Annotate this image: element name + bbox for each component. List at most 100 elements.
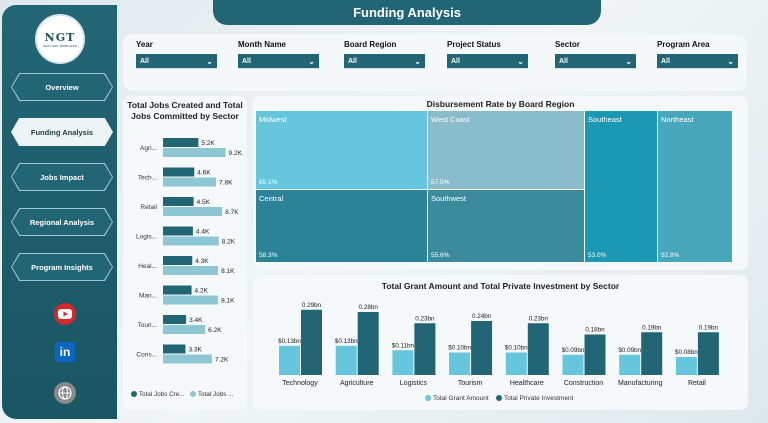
private-bar[interactable] — [471, 321, 493, 375]
treemap-cell-name: West Coast — [431, 115, 470, 124]
jobs-created-bar[interactable] — [163, 315, 187, 324]
treemap-cell-west-coast[interactable]: West Coast 57.5% — [428, 111, 584, 189]
filter-label: Project Status — [447, 40, 501, 49]
jobs-created-label: 4.4K — [196, 229, 210, 236]
filter-value: All — [559, 57, 568, 65]
treemap-cell-southwest[interactable]: Southwest 55.6% — [428, 190, 584, 262]
nav-item-label: Regional Analysis — [12, 209, 112, 235]
treemap-cell-name: Midwest — [259, 115, 287, 124]
grant-bar-label: $0.13bn — [335, 338, 358, 345]
private-bar[interactable] — [527, 323, 549, 375]
grant-bar-label: $0.13bn — [278, 338, 301, 345]
private-bar[interactable] — [584, 334, 606, 376]
jobs-committed-label: 8.7K — [225, 209, 239, 216]
nav-item-regional-analysis[interactable]: Regional Analysis — [11, 208, 113, 236]
nav-item-label: Program Insights — [12, 254, 112, 280]
logo-tagline: NEXT GEN TEMPLATES — [43, 43, 77, 48]
grant-bar[interactable] — [449, 352, 471, 376]
grant-bar[interactable] — [392, 350, 414, 375]
filter-month-name: Month Name All ⌄ — [238, 40, 319, 69]
jobs-committed-bar[interactable] — [163, 236, 219, 246]
treemap-cell-midwest[interactable]: Midwest 65.1% — [256, 111, 427, 189]
grant-tick-label: Manufacturing — [618, 380, 662, 387]
jobs-committed-bar[interactable] — [163, 148, 226, 157]
jobs-created-bar[interactable] — [163, 138, 199, 147]
private-bar[interactable] — [641, 332, 663, 375]
filter-dropdown[interactable]: All ⌄ — [344, 54, 425, 69]
legend-private-label: Total Private Investment — [504, 395, 574, 402]
jobs-committed-bar[interactable] — [163, 354, 212, 364]
jobs-created-bar[interactable] — [163, 167, 195, 177]
grant-bar[interactable] — [505, 352, 527, 376]
jobs-committed-bar[interactable] — [163, 207, 223, 216]
filter-value: All — [451, 57, 460, 65]
jobs-tick-label: Man... — [139, 293, 157, 300]
private-bar-label: 0.29bn — [302, 302, 322, 309]
jobs-committed-bar[interactable] — [163, 325, 206, 334]
treemap-cell-value: 55.6% — [431, 252, 450, 259]
private-bar[interactable] — [414, 323, 436, 375]
nav-item-label: Jobs Impact — [12, 164, 112, 190]
legend-committed-label: Total Jobs ... — [198, 391, 234, 398]
private-bar[interactable] — [301, 309, 322, 375]
jobs-chart: Agri... 5.2K 9.2K Tech... 4.6K 7.8K Retail 4.5K… — [131, 138, 243, 398]
private-bar-label: 0.19bn — [642, 324, 662, 331]
filter-label: Program Area — [657, 40, 710, 49]
jobs-created-bar[interactable] — [163, 256, 193, 265]
private-bar[interactable] — [697, 332, 719, 375]
jobs-committed-label: 6.2K — [208, 327, 222, 334]
private-bar-label: 0.18bn — [585, 327, 605, 334]
treemap-cell-central[interactable]: Central 58.3% — [256, 190, 427, 262]
private-bar-label: 0.23bn — [415, 315, 435, 322]
globe-icon[interactable] — [54, 382, 76, 404]
grant-bar[interactable] — [619, 354, 641, 375]
treemap-cell-northeast[interactable]: Northeast 52.8% — [658, 111, 732, 262]
filter-dropdown[interactable]: All ⌄ — [657, 54, 738, 69]
treemap-cell-value: 57.5% — [431, 179, 450, 186]
filter-value: All — [348, 57, 357, 65]
jobs-created-bar[interactable] — [163, 226, 193, 236]
legend-created-swatch — [131, 391, 137, 397]
treemap-cell-value: 53.0% — [588, 252, 607, 259]
jobs-committed-label: 7.2K — [215, 357, 229, 364]
jobs-chart-title-1: Total Jobs Created and Total — [127, 100, 243, 110]
grant-bar-label: $0.09bn — [618, 347, 641, 354]
jobs-created-label: 4.2K — [195, 288, 209, 295]
grant-bar[interactable] — [335, 345, 357, 375]
jobs-created-bar[interactable] — [163, 344, 186, 354]
nav-item-funding-analysis[interactable]: Funding Analysis — [11, 118, 113, 146]
grant-bar-label: $0.10bn — [448, 345, 471, 352]
jobs-committed-bar[interactable] — [163, 266, 219, 275]
jobs-tick-label: Heal... — [138, 263, 157, 270]
nav-item-program-insights[interactable]: Program Insights — [11, 253, 113, 281]
filter-dropdown[interactable]: All ⌄ — [136, 54, 217, 69]
treemap-cell-name: Northeast — [661, 115, 694, 124]
grant-bar[interactable] — [675, 357, 697, 375]
grant-bar[interactable] — [562, 354, 584, 375]
private-bar-label: 0.19bn — [699, 324, 719, 331]
grant-tick-label: Logistics — [400, 380, 428, 387]
nav-item-label: Overview — [12, 74, 112, 100]
jobs-committed-bar[interactable] — [163, 177, 217, 187]
treemap-cell-name: Southeast — [588, 115, 622, 124]
treemap-cell-southeast[interactable]: Southeast 53.0% — [585, 111, 657, 262]
jobs-created-bar[interactable] — [163, 285, 192, 295]
youtube-icon[interactable] — [54, 303, 76, 325]
filter-dropdown[interactable]: All ⌄ — [238, 54, 319, 69]
linkedin-icon[interactable]: in — [55, 342, 75, 362]
jobs-committed-bar[interactable] — [163, 295, 219, 305]
filter-dropdown[interactable]: All ⌄ — [447, 54, 528, 69]
nav-item-jobs-impact[interactable]: Jobs Impact — [11, 163, 113, 191]
private-bar-label: 0.23bn — [529, 315, 549, 322]
nav-item-label: Funding Analysis — [12, 119, 112, 145]
private-bar[interactable] — [357, 312, 379, 375]
page-title: Funding Analysis — [213, 0, 601, 25]
nav-item-overview[interactable]: Overview — [11, 73, 113, 101]
jobs-committed-label: 8.1K — [221, 298, 235, 305]
jobs-created-bar[interactable] — [163, 197, 194, 206]
logo: NGT NEXT GEN TEMPLATES — [35, 14, 85, 64]
filter-dropdown[interactable]: All ⌄ — [555, 54, 636, 69]
grant-bar[interactable] — [279, 345, 300, 375]
treemap-cell-value: 58.3% — [259, 252, 278, 259]
jobs-tick-label: Logis... — [136, 234, 157, 241]
